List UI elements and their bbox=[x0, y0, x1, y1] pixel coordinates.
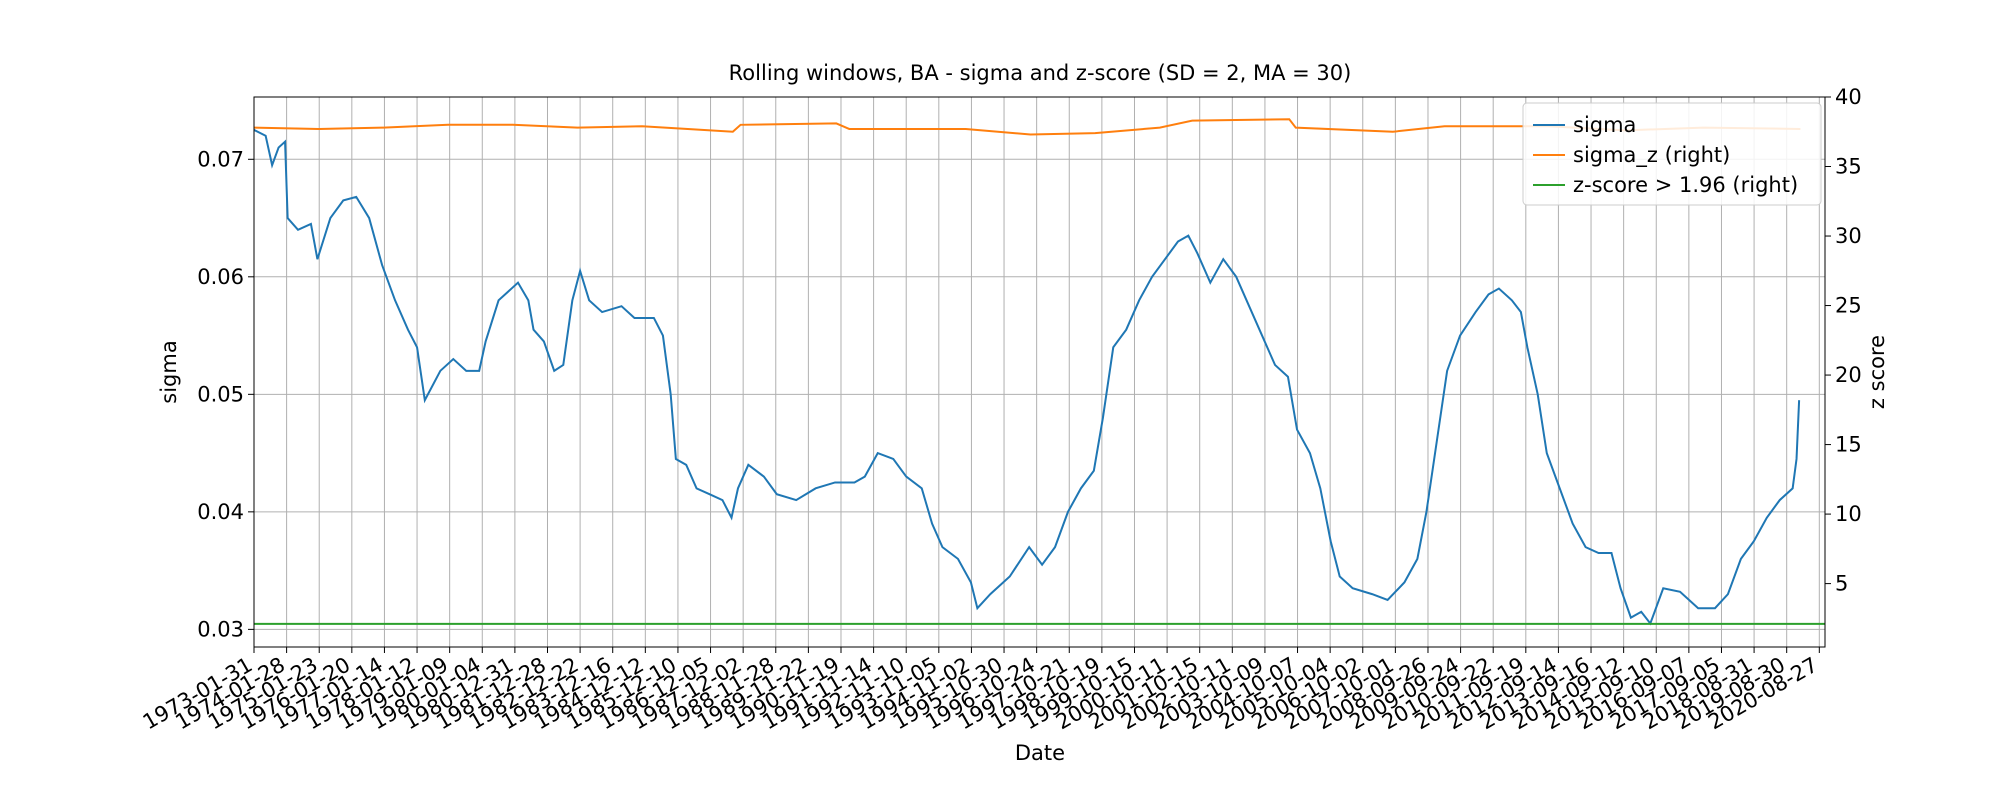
y2-tick-label: 15 bbox=[1835, 433, 1862, 457]
y2-tick-label: 40 bbox=[1835, 85, 1862, 109]
legend-box bbox=[1522, 102, 1822, 206]
legend-label: sigma bbox=[1573, 113, 1636, 137]
y-tick-label: 0.06 bbox=[197, 265, 244, 289]
y-tick-label: 0.05 bbox=[197, 382, 244, 406]
y-tick-label: 0.04 bbox=[197, 500, 244, 524]
legend-label: sigma_z (right) bbox=[1573, 143, 1730, 168]
y2-axis-label: z score bbox=[1865, 335, 1889, 409]
legend-label: z-score > 1.96 (right) bbox=[1573, 173, 1798, 197]
y2-tick-label: 10 bbox=[1835, 502, 1862, 526]
y-axis-label: sigma bbox=[157, 340, 181, 403]
x-axis-label: Date bbox=[1015, 741, 1065, 765]
series-line bbox=[253, 129, 1801, 626]
y-tick-label: 0.03 bbox=[197, 617, 244, 641]
y2-tick-label: 35 bbox=[1835, 155, 1862, 179]
y2-tick-label: 30 bbox=[1835, 224, 1862, 248]
plot-frame bbox=[253, 96, 1826, 648]
y2-tick-label: 5 bbox=[1835, 572, 1848, 596]
y2-tick-label: 25 bbox=[1835, 294, 1862, 318]
chart-title: Rolling windows, BA - sigma and z-score … bbox=[729, 61, 1352, 85]
series-line bbox=[253, 118, 1801, 136]
y-tick-label: 0.07 bbox=[197, 147, 244, 171]
y2-tick-label: 20 bbox=[1835, 363, 1862, 387]
